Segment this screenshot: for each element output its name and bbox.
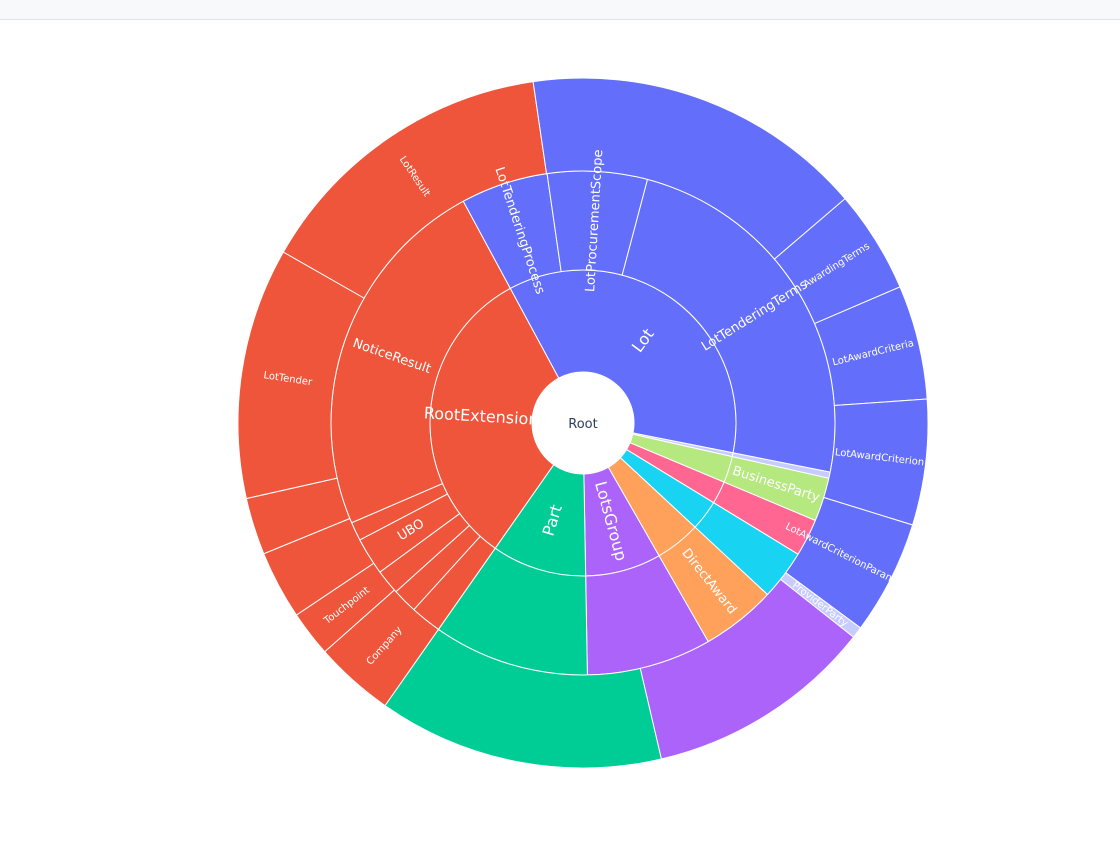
center-hole — [532, 372, 634, 474]
ring3-segment-13[interactable] — [384, 628, 662, 769]
browser-top-bar — [0, 0, 1120, 20]
